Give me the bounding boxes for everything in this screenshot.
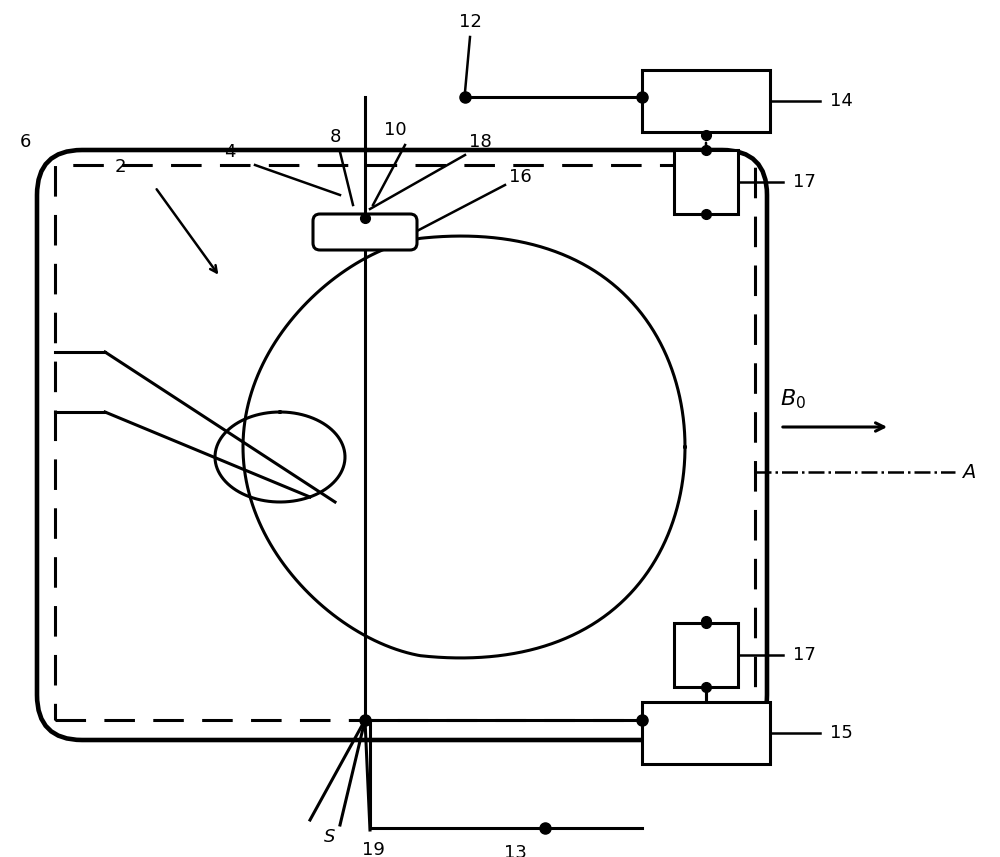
Text: 17: 17 [793,646,816,664]
Bar [674,623,738,687]
Text: 19: 19 [362,841,384,857]
Text: 6: 6 [19,133,31,151]
Text: 8: 8 [329,128,341,146]
Text: $B_0$: $B_0$ [780,387,806,411]
Text: 15: 15 [830,724,853,742]
Text: 14: 14 [830,92,853,110]
Text: 4: 4 [224,143,236,161]
Bar [642,70,770,132]
Text: 10: 10 [384,121,406,139]
Text: 12: 12 [459,13,481,31]
Text: 13: 13 [504,844,526,857]
Bar [642,702,770,764]
Text: 16: 16 [509,168,531,186]
Text: A: A [962,463,975,482]
Text: S: S [324,828,336,846]
Text: 18: 18 [469,133,491,151]
Bar [674,150,738,214]
Text: 17: 17 [793,173,816,191]
FancyBboxPatch shape [313,214,417,250]
Text: 2: 2 [114,158,126,176]
